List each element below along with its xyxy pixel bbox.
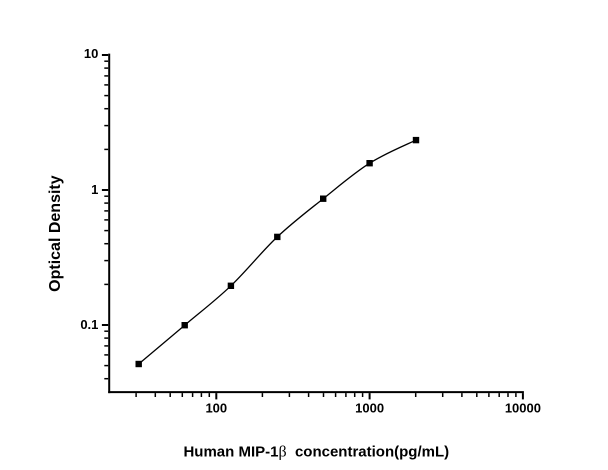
svg-text:0.1: 0.1 xyxy=(80,317,98,332)
svg-text:Optical Density: Optical Density xyxy=(47,175,64,292)
svg-text:100: 100 xyxy=(205,400,227,415)
svg-text:1: 1 xyxy=(91,182,98,197)
svg-text:Human MIP-1β concentration(pg: Human MIP-1β concentration(pg/mL) xyxy=(183,444,449,461)
svg-text:1000: 1000 xyxy=(355,400,384,415)
svg-text:10: 10 xyxy=(84,46,98,61)
svg-text:10000: 10000 xyxy=(505,400,541,415)
